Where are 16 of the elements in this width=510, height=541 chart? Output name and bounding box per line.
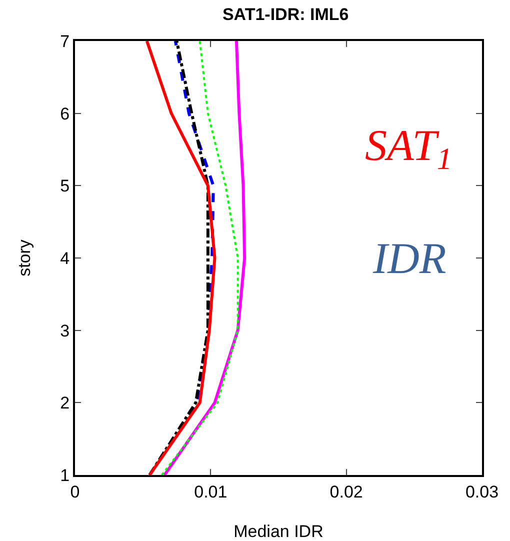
annotation: SAT$_{1}$ <box>365 121 452 176</box>
x-tick-label: 0 <box>70 482 80 502</box>
y-tick-label: 7 <box>60 32 70 51</box>
x-tick-label: 0.03 <box>465 482 499 502</box>
x-axis-title: Median IDR <box>234 522 324 541</box>
x-tick-label: 0.02 <box>330 482 363 502</box>
y-tick-label: 2 <box>60 394 70 413</box>
y-tick-label: 4 <box>60 248 70 268</box>
chart-title: SAT1-IDR: IML6 <box>222 5 349 24</box>
y-tick-label: 5 <box>60 176 70 196</box>
x-tick-label: 0.01 <box>194 482 228 502</box>
annotation: IDR <box>372 234 446 283</box>
y-tick-label: 3 <box>60 321 70 340</box>
y-tick-label: 6 <box>60 104 70 124</box>
y-axis-title: story <box>15 239 34 276</box>
y-tick-label: 1 <box>60 466 70 485</box>
